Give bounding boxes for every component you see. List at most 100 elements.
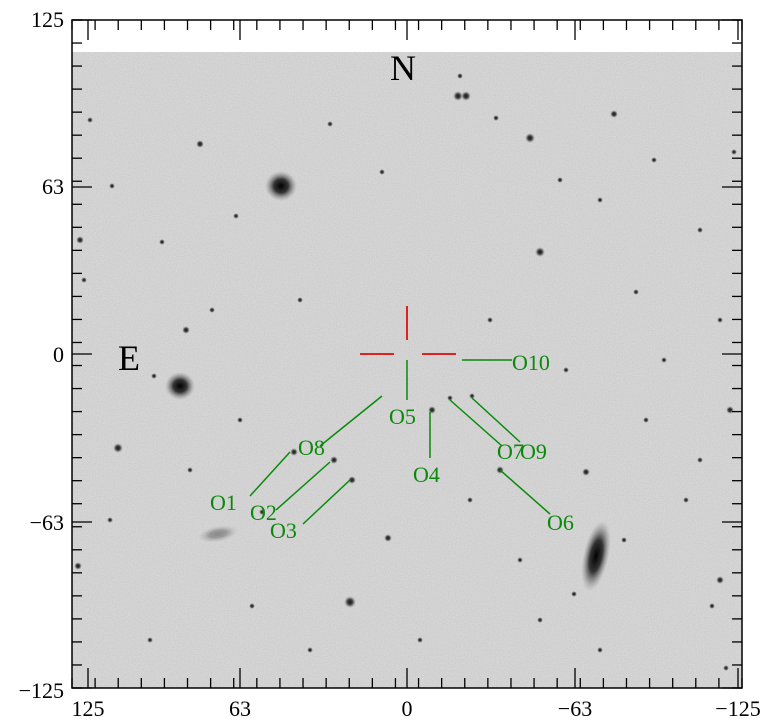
- sky-source: [74, 562, 82, 570]
- sky-source: [307, 647, 313, 653]
- sky-source: [557, 177, 563, 183]
- x-tick-label: 0: [402, 696, 413, 721]
- sky-source: [297, 297, 303, 303]
- sky-source: [723, 665, 729, 671]
- sky-source: [209, 307, 215, 313]
- marker-line-o1: [249, 451, 291, 497]
- sky-source: [265, 171, 297, 201]
- sky-source: [290, 448, 298, 456]
- sky-source: [717, 317, 723, 323]
- marker-line-o8: [319, 395, 383, 447]
- object-label-o8: O8: [298, 435, 325, 460]
- y-tick-label: −63: [30, 510, 64, 535]
- x-tick-label: 125: [72, 696, 105, 721]
- sky-source: [348, 476, 356, 484]
- sky-source: [537, 617, 543, 623]
- marker-line-o2: [275, 461, 331, 511]
- sky-source: [237, 417, 243, 423]
- sky-source: [661, 357, 667, 363]
- sky-source: [182, 326, 190, 334]
- sky-source: [196, 140, 204, 148]
- sky-source: [187, 467, 193, 473]
- marker-line-o7: [449, 399, 503, 447]
- sky-source: [582, 468, 590, 476]
- sky-source: [259, 509, 265, 515]
- sky-source: [469, 393, 475, 399]
- sky-source: [233, 213, 239, 219]
- sky-source: [633, 289, 639, 295]
- target-crosshair: [360, 306, 456, 355]
- object-label-o7: O7: [497, 439, 524, 464]
- sky-source: [493, 115, 499, 121]
- marker-line-o9: [471, 397, 521, 443]
- x-tick-label: −125: [715, 696, 760, 721]
- y-tick-label: 125: [31, 7, 64, 32]
- sky-source: [147, 637, 153, 643]
- sky-source: [198, 525, 238, 543]
- sky-source: [344, 596, 356, 608]
- sky-source: [610, 110, 618, 118]
- sky-source: [597, 197, 603, 203]
- sky-source: [597, 647, 603, 653]
- object-label-o3: O3: [270, 518, 297, 543]
- sky-source: [731, 149, 737, 155]
- sky-source: [165, 372, 195, 400]
- sky-source: [379, 169, 385, 175]
- axis-ticks: [71, 19, 743, 689]
- object-markers: [249, 359, 551, 525]
- sky-source: [525, 133, 535, 143]
- east-label: E: [118, 338, 140, 378]
- sky-source: [330, 456, 338, 464]
- sky-source: [384, 534, 392, 542]
- sky-source: [697, 227, 703, 233]
- sky-source: [535, 247, 545, 257]
- sky-source: [457, 73, 463, 79]
- sky-source: [621, 537, 627, 543]
- object-label-o6: O6: [547, 510, 574, 535]
- x-axis-labels: 125 63 0 −63 −125: [72, 696, 761, 721]
- object-label-o9: O9: [520, 439, 547, 464]
- sky-source: [447, 395, 453, 401]
- sky-source: [651, 157, 657, 163]
- sky-source: [643, 417, 649, 423]
- x-tick-label: 63: [229, 696, 251, 721]
- x-tick-label: −63: [558, 696, 592, 721]
- object-labels: O1 O2 O3 O4 O5 O6 O7 O8 O9 O10: [210, 350, 574, 543]
- sky-source: [517, 557, 523, 563]
- object-label-o5: O5: [389, 404, 416, 429]
- object-label-o2: O2: [250, 500, 277, 525]
- sky-source: [697, 457, 703, 463]
- sky-source: [428, 406, 436, 414]
- sky-source: [487, 317, 493, 323]
- object-label-o1: O1: [210, 490, 237, 515]
- sky-source: [81, 277, 87, 283]
- y-tick-label: 63: [42, 174, 64, 199]
- y-tick-label: 0: [53, 342, 64, 367]
- sky-source: [563, 367, 569, 373]
- sky-source: [87, 117, 93, 123]
- sky-source: [107, 517, 113, 523]
- sky-source: [581, 520, 611, 592]
- marker-line-o3: [302, 479, 351, 525]
- marker-line-o6: [499, 469, 551, 515]
- sky-source: [327, 121, 333, 127]
- sky-sources: [74, 73, 737, 671]
- object-label-o10: O10: [512, 350, 550, 375]
- sky-image: [72, 20, 742, 688]
- sky-source: [461, 91, 471, 101]
- sky-source: [726, 406, 734, 414]
- sky-source: [571, 591, 577, 597]
- sky-source: [709, 603, 715, 609]
- north-label: N: [390, 48, 416, 88]
- y-tick-label: −125: [19, 678, 64, 703]
- sky-source: [151, 373, 157, 379]
- sky-source: [159, 239, 165, 245]
- sky-source: [453, 91, 463, 101]
- sky-source: [716, 576, 724, 584]
- object-label-o4: O4: [413, 462, 440, 487]
- sky-source: [467, 497, 473, 503]
- sky-source: [109, 183, 115, 189]
- sky-source: [683, 497, 689, 503]
- sky-source: [76, 236, 84, 244]
